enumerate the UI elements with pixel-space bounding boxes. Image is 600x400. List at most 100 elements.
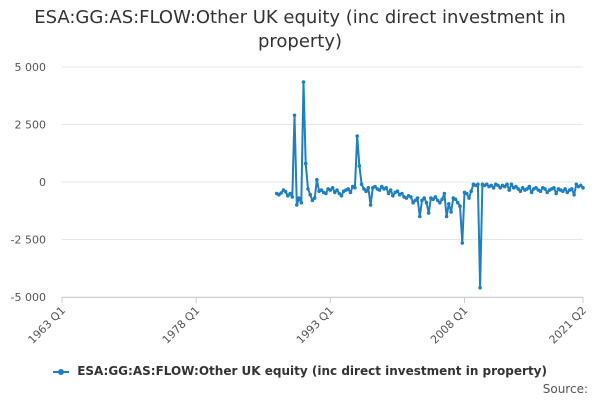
- data-point: [447, 202, 451, 206]
- data-point: [337, 191, 342, 196]
- data-point: [505, 182, 509, 187]
- data-point: [359, 182, 364, 187]
- source-label: Source:: [542, 382, 588, 396]
- data-point: [384, 186, 389, 190]
- data-point: [290, 195, 295, 199]
- data-point: [525, 187, 529, 191]
- data-point: [346, 187, 351, 191]
- data-point: [554, 191, 558, 196]
- chart-title-line-1: ESA:GG:AS:FLOW:Other UK equity (inc dire…: [34, 7, 566, 28]
- series-layer: [274, 80, 585, 290]
- data-point: [545, 190, 549, 195]
- x-tick-label: 1978 Q1: [160, 304, 203, 347]
- data-point: [299, 200, 304, 205]
- data-point: [328, 188, 333, 192]
- x-tick-label: 2021 Q2: [547, 304, 590, 347]
- x-tick-label: 1963 Q1: [26, 304, 69, 347]
- data-point: [534, 186, 538, 190]
- data-point: [395, 189, 400, 193]
- series-line: [276, 81, 584, 289]
- data-point: [496, 183, 500, 188]
- data-point: [292, 113, 297, 118]
- data-point: [491, 186, 496, 190]
- gridlines: [62, 66, 583, 298]
- data-point: [373, 184, 377, 189]
- data-point: [362, 187, 366, 191]
- data-point: [308, 192, 313, 197]
- data-point: [315, 177, 319, 182]
- data-point: [353, 186, 357, 190]
- data-point: [442, 191, 447, 196]
- data-point: [460, 241, 465, 245]
- y-tick-label: -2 500: [11, 234, 46, 247]
- data-point: [400, 191, 404, 196]
- data-point: [464, 191, 469, 196]
- data-point: [433, 195, 438, 199]
- data-point: [449, 210, 453, 214]
- data-point: [478, 286, 482, 290]
- x-tick-label: 2008 Q1: [428, 304, 471, 347]
- data-point: [306, 187, 310, 191]
- data-point: [502, 184, 507, 189]
- data-point: [538, 189, 543, 193]
- data-point: [324, 191, 328, 196]
- data-point: [388, 188, 393, 192]
- legend[interactable]: ESA:GG:AS:FLOW:Other UK equity (inc dire…: [0, 364, 600, 378]
- data-point: [456, 200, 460, 205]
- data-point: [348, 190, 353, 195]
- data-point: [453, 197, 458, 202]
- data-point: [339, 194, 344, 198]
- data-point: [303, 161, 308, 166]
- y-tick-label: 5 000: [15, 61, 47, 74]
- data-point: [357, 164, 362, 168]
- data-point: [529, 190, 534, 195]
- data-point: [498, 186, 503, 190]
- chart-title-line-2: property): [257, 31, 343, 52]
- data-point: [561, 189, 565, 193]
- data-point: [543, 187, 547, 191]
- chart-title: ESA:GG:AS:FLOW:Other UK equity (inc dire…: [0, 6, 600, 54]
- y-tick-label: 0: [39, 176, 46, 189]
- data-point: [409, 195, 413, 199]
- data-point: [572, 192, 576, 197]
- data-point: [435, 198, 440, 203]
- data-point: [581, 186, 585, 190]
- data-point: [319, 188, 324, 192]
- data-point: [391, 194, 395, 198]
- data-point: [333, 190, 337, 195]
- data-point: [364, 189, 368, 193]
- data-point: [438, 200, 442, 205]
- data-point: [565, 190, 570, 195]
- data-point: [330, 186, 335, 190]
- data-point: [310, 198, 315, 203]
- y-tick-label: 2 500: [15, 119, 47, 132]
- data-point: [440, 197, 444, 202]
- data-point: [377, 188, 382, 192]
- data-point: [579, 183, 583, 188]
- data-point: [467, 196, 471, 200]
- data-point: [355, 134, 360, 138]
- data-point: [415, 196, 420, 200]
- x-tick-label: 1993 Q1: [294, 304, 337, 347]
- data-point: [516, 187, 520, 191]
- data-point: [509, 182, 514, 187]
- data-point: [312, 196, 317, 200]
- data-point: [418, 214, 422, 219]
- data-point: [368, 203, 373, 207]
- data-point: [424, 200, 429, 205]
- data-point: [426, 211, 431, 215]
- data-point: [335, 188, 339, 192]
- data-point: [297, 196, 301, 200]
- data-point: [420, 198, 424, 203]
- legend-swatch: [53, 368, 69, 375]
- data-point: [283, 189, 288, 194]
- data-point: [431, 197, 436, 202]
- y-tick-label: -5 000: [11, 291, 46, 304]
- data-point: [286, 194, 290, 198]
- data-point: [570, 187, 574, 191]
- data-point: [288, 191, 292, 196]
- data-point: [507, 188, 512, 192]
- data-point: [411, 200, 415, 205]
- data-point: [279, 191, 283, 195]
